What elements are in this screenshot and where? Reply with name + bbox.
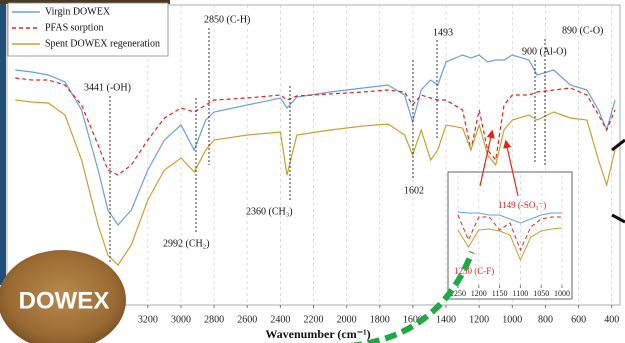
series-line	[457, 227, 563, 262]
edge-mark	[611, 213, 625, 224]
edge-mark	[611, 138, 625, 152]
x-tick-label: 2600	[237, 314, 257, 325]
x-tick-label: 1150	[492, 289, 508, 298]
annotation: 1149 (-SO₃⁻)	[498, 200, 546, 210]
x-tick-label: 600	[571, 314, 586, 325]
x-tick-label: 1000	[502, 314, 522, 325]
x-tick-label: 2000	[337, 314, 357, 325]
arrow	[479, 129, 495, 187]
side-band	[0, 0, 6, 285]
series-line	[15, 77, 616, 176]
series-line	[457, 214, 562, 252]
annotation: 2360 (CH₃)	[246, 206, 293, 217]
annotation: 900 (Al-O)	[522, 46, 567, 57]
arrow	[503, 139, 519, 197]
x-tick-label: 1100	[513, 289, 529, 298]
legend-label: Virgin DOWEX	[45, 6, 111, 17]
annotation: 1602	[404, 185, 424, 196]
series-line	[15, 54, 616, 226]
annotation: 2992 (CH₂)	[163, 238, 210, 249]
annotation: 890 (C-O)	[562, 25, 603, 36]
annotation: 1493	[433, 27, 453, 38]
x-tick-label: 400	[604, 314, 619, 325]
x-tick-label: 2200	[304, 314, 324, 325]
x-tick-label: 3200	[138, 314, 158, 325]
x-tick-label: 800	[538, 314, 553, 325]
callout-arrow	[349, 250, 475, 343]
x-tick-label: 1200	[471, 289, 487, 298]
series-line	[15, 99, 616, 266]
x-tick-label: 1400	[436, 314, 456, 325]
x-tick-label: 1050	[533, 289, 549, 298]
legend-label: PFAS sorption	[45, 22, 103, 33]
photo	[0, 250, 126, 343]
photo-label: DOWEX	[19, 287, 110, 314]
legend-label: Spent DOWEX regeneration	[45, 38, 160, 49]
annotation: 3441 (-OH)	[84, 82, 131, 93]
annotation: 2850 (C-H)	[204, 14, 250, 25]
x-tick-label: 2400	[270, 314, 290, 325]
annotation: 1250 (C-F)	[454, 266, 494, 276]
x-tick-label: 3000	[171, 314, 191, 325]
x-axis-title: Wavenumber (cm⁻¹)	[265, 327, 370, 341]
x-tick-label: 2800	[204, 314, 224, 325]
x-tick-label: 1800	[370, 314, 390, 325]
x-tick-label: 1600	[403, 314, 423, 325]
x-tick-label: 1000	[554, 289, 570, 298]
series-line	[457, 211, 562, 224]
x-tick-label: 1250	[450, 289, 466, 298]
top-bar	[0, 0, 170, 4]
x-tick-label: 1200	[469, 314, 489, 325]
